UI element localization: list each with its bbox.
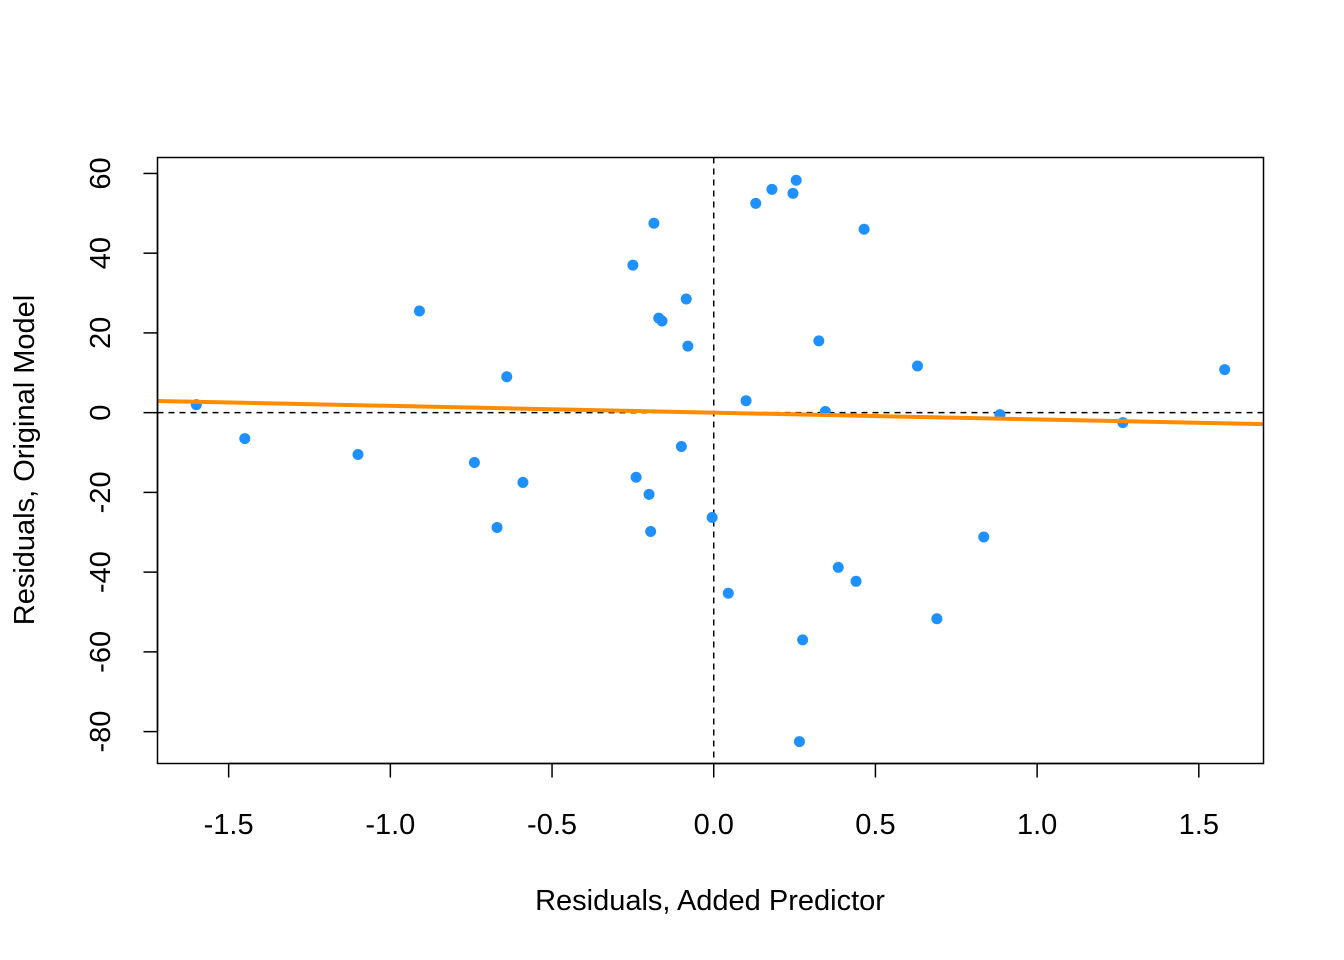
data-point-20	[722, 587, 734, 599]
data-point-4	[413, 305, 425, 317]
data-point-24	[787, 187, 799, 199]
x-tick-label-4: 0.0	[694, 809, 734, 841]
y-tick-label-4: -20	[85, 471, 117, 513]
data-point-11	[643, 488, 655, 500]
data-points	[190, 174, 1231, 748]
y-axis-title: Residuals, Original Model	[9, 295, 41, 625]
fit-line	[157, 399, 1264, 427]
data-point-16	[675, 441, 687, 453]
data-point-2	[239, 433, 251, 445]
data-point-19	[706, 512, 718, 524]
data-point-6	[491, 521, 503, 533]
data-point-34	[931, 613, 943, 625]
data-point-17	[680, 293, 692, 305]
x-tick-label-5: 0.5	[855, 809, 895, 841]
data-point-31	[850, 575, 862, 587]
fit-line-group	[157, 399, 1264, 427]
data-point-21	[740, 395, 752, 407]
data-point-38	[1219, 364, 1231, 376]
data-point-7	[501, 371, 513, 383]
x-tick-label-1: -1.5	[204, 809, 254, 841]
y-tick-label-8: 60	[85, 157, 117, 189]
data-point-30	[832, 561, 844, 573]
data-point-10	[630, 471, 642, 483]
data-point-23	[766, 183, 778, 195]
data-point-15	[656, 315, 668, 327]
data-point-25	[790, 174, 802, 186]
y-tick-label-6: 20	[85, 317, 117, 349]
data-point-22	[750, 197, 762, 209]
x-axis: -1.5 -1.0 -0.5 0.0 0.5 1.0 1.5	[204, 762, 1219, 841]
x-tick-label-6: 1.0	[1017, 809, 1057, 841]
data-point-28	[813, 335, 825, 347]
x-tick-label-7: 1.5	[1179, 809, 1219, 841]
y-axis: -80 -60 -40 -20 0 20 40 60	[85, 157, 159, 753]
x-axis-title: Residuals, Added Predictor	[535, 885, 885, 917]
data-point-32	[858, 223, 870, 235]
y-tick-label-3: -40	[85, 551, 117, 593]
data-point-12	[645, 525, 657, 537]
data-point-26	[793, 736, 805, 748]
data-point-8	[517, 476, 529, 488]
data-point-13	[648, 217, 660, 229]
data-point-5	[468, 456, 480, 468]
data-point-3	[352, 449, 364, 461]
data-point-35	[978, 531, 990, 543]
data-point-27	[797, 634, 809, 646]
data-point-18	[682, 340, 694, 352]
x-tick-label-3: -0.5	[527, 809, 577, 841]
data-point-33	[911, 360, 923, 372]
y-tick-label-1: -80	[85, 711, 117, 753]
y-tick-label-5: 0	[85, 405, 117, 421]
y-tick-label-7: 40	[85, 237, 117, 269]
x-tick-label-2: -1.0	[365, 809, 415, 841]
data-point-9	[627, 259, 639, 271]
y-tick-label-2: -60	[85, 631, 117, 673]
